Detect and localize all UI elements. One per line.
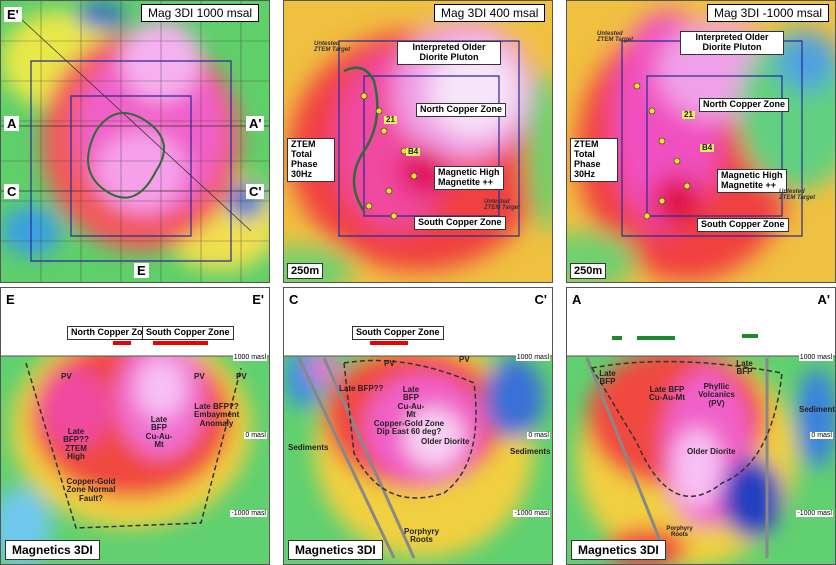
elevation-label: 1000 masl [232,354,267,361]
section-footer: Magnetics 3DI [288,540,383,560]
map-label: B4 [406,147,421,157]
section-end: E' [4,7,22,22]
map-label: Magnetic High Magnetite ++ [434,166,504,190]
unit-label: Late BFP?? Embayment Anomaly [194,402,240,428]
elevation-label: 0 masl [810,432,833,439]
section-end: E [134,263,149,278]
elevation-label: 1000 masl [798,354,833,361]
map-label: Interpreted Older Diorite Pluton [680,31,784,55]
map-label: North Copper Zone [699,98,789,112]
map-label: Interpreted Older Diorite Pluton [397,41,501,65]
map-title: Mag 3DI 1000 msal [141,4,260,22]
scale-bar: 250m [570,263,607,280]
elevation-label: -1000 masl [230,510,267,517]
map-label: B4 [700,143,715,153]
map-label: North Copper Zone [416,103,506,117]
unit-label: PV [384,359,395,368]
target-label: Untested ZTEM Target [484,199,521,212]
unit-label: PV [61,372,72,381]
cross-section: A A' 1000 masl 0 masl -1000 masl Late BF… [566,287,836,565]
section-end: C [286,292,302,307]
elevation-label: 0 masl [244,432,267,439]
section-footer: Magnetics 3DI [571,540,666,560]
zone-label: North Copper Zone [67,326,157,340]
unit-label: Porphyry Roots [666,526,693,539]
unit-label: Older Diorite [421,437,470,446]
unit-label: PV [459,355,470,364]
unit-label: Late BFP [599,369,616,387]
section-end: C [4,184,20,199]
cross-section: C C' South Copper Zone 1000 masl 0 masl … [283,287,553,565]
map-label: 21 [384,115,397,125]
map-label: ZTEM Total Phase 30Hz [570,138,618,182]
unit-label: Porphyry Roots [404,527,440,545]
unit-label: Late BFP?? [339,384,384,393]
section-end: A [569,292,585,307]
section-end: A [4,116,20,131]
elevation-label: 0 masl [527,432,550,439]
unit-label: Older Diorite [687,447,736,456]
section-end: E' [249,292,267,307]
unit-label: PV [236,372,247,381]
map-title: Mag 3DI 400 msal [434,4,546,22]
unit-label: Late BFP Cu-Au-Mt [649,385,685,403]
unit-label: Copper-Gold Zone Dip East 60 deg? [373,419,445,437]
unit-label: Phyllic Volcanics (PV) [698,382,735,408]
unit-label: Sediments [510,447,551,456]
scale-bar: 250m [287,263,324,280]
section-end: C' [531,292,550,307]
elevation-label: 1000 masl [515,354,550,361]
section-model [567,288,835,564]
map-label: ZTEM Total Phase 30Hz [287,138,335,182]
cross-section: E E' North Copper Zone South Copper Zone… [0,287,270,565]
section-footer: Magnetics 3DI [5,540,100,560]
target-label: Untested ZTEM Target [597,31,634,44]
target-label: Untested ZTEM Target [779,189,816,202]
section-end: E [3,292,18,307]
unit-label: Late BFP?? ZTEM High [63,427,89,462]
section-end: A' [814,292,833,307]
section-model [1,288,269,564]
unit-label: Sediments [799,405,836,414]
map-title: Mag 3DI -1000 msal [707,4,830,22]
target-label: Untested ZTEM Target [314,41,351,54]
zone-label: South Copper Zone [352,326,444,340]
map-label: South Copper Zone [414,216,506,230]
plan-map: Mag 3DI 400 msal Interpreted Older Diori… [283,0,553,283]
magnetic-map [1,1,269,282]
unit-label: Copper-Gold Zone Normal Fault? [66,477,116,503]
section-end: C' [246,184,265,199]
unit-label: Late BFP Cu-Au-Mt [145,415,173,450]
unit-label: Late BFP Cu-Au-Mt [397,385,425,420]
map-label: Magnetic High Magnetite ++ [717,169,787,193]
map-label: 21 [682,110,695,120]
section-model [284,288,552,564]
plan-map: Mag 3DI -1000 msal Interpreted Older Dio… [566,0,836,283]
unit-label: Sediments [288,443,329,452]
section-end: A' [246,116,265,131]
unit-label: Late BFP [736,359,753,377]
unit-label: PV [194,372,205,381]
elevation-label: -1000 masl [796,510,833,517]
map-label: South Copper Zone [697,218,789,232]
plan-map: Mag 3DI 1000 msal E' A A' C C' E [0,0,270,283]
elevation-label: -1000 masl [513,510,550,517]
zone-label: South Copper Zone [142,326,234,340]
